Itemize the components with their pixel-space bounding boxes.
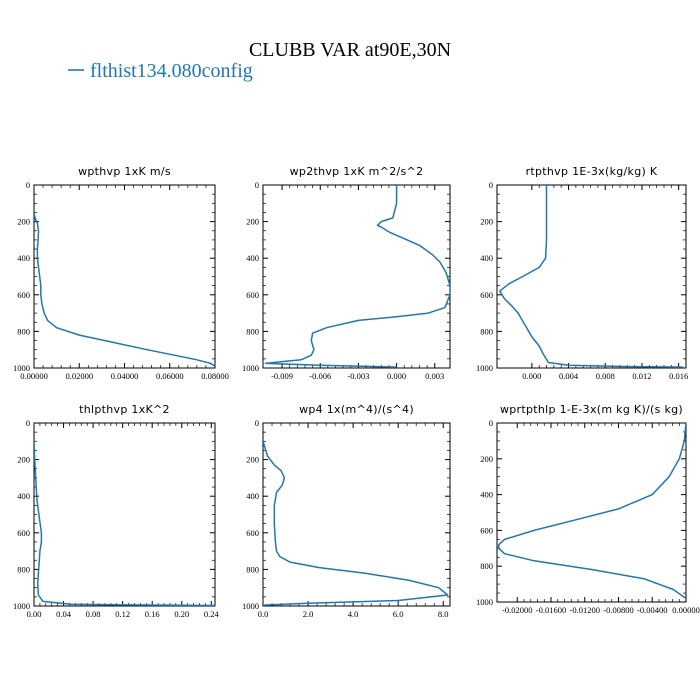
plot-frame (33, 184, 216, 369)
plot-frame (496, 422, 687, 603)
y-tick-label: 1000 (476, 363, 493, 373)
x-tick-label: 0.24 (204, 609, 220, 619)
y-tick-label: 800 (480, 561, 493, 571)
panel-title: wp2thvp 1xK m^2/s^2 (290, 165, 424, 178)
y-tick-label: 0 (255, 418, 259, 428)
plot-frame (496, 184, 687, 369)
x-tick-label: 0.008 (596, 371, 615, 381)
x-tick-label: -0.009 (271, 371, 293, 381)
x-tick-label: -0.00400 (637, 605, 667, 615)
x-tick-label: -0.01200 (570, 605, 600, 615)
y-tick-label: 0 (255, 180, 259, 190)
x-tick-label: 0.16 (145, 609, 160, 619)
panel-4: thlpthvp 1xK^2 0.00 0.04 0.08 0.12 0.16 0.20 0.… (13, 403, 219, 619)
series-line (264, 185, 450, 368)
y-tick-label: 200 (480, 454, 493, 464)
plot-frame (262, 422, 451, 607)
y-tick-label: 0 (26, 180, 30, 190)
y-tick-label: 800 (246, 564, 259, 574)
y-tick-label: 1000 (242, 601, 259, 611)
panels: wpthvp 1xK m/s0.00000 0.02000 0.04000 0.060… (13, 165, 700, 619)
y-tick-label: 400 (480, 490, 493, 500)
y-tick-label: 1000 (242, 363, 259, 373)
series-line (34, 441, 215, 606)
panel-title: rtpthvp 1E-3x(kg/kg) K (526, 165, 658, 178)
x-tick-label: 0.06000 (156, 371, 184, 381)
panel-title: wp4 1x(m^4)/(s^4) (299, 403, 414, 416)
x-tick-label: 0.000 (522, 371, 541, 381)
series-line (34, 212, 215, 367)
y-tick-label: 200 (246, 455, 259, 465)
y-tick-label: 400 (17, 491, 30, 501)
y-tick-label: 400 (480, 253, 493, 263)
x-tick-label: 0.08 (86, 609, 101, 619)
x-tick-label: 0.003 (425, 371, 444, 381)
x-tick-label: 4.0 (348, 609, 359, 619)
x-tick-label: 0.20 (174, 609, 189, 619)
y-tick-label: 400 (246, 253, 259, 263)
plot-frame (33, 422, 216, 607)
x-tick-label: 6.0 (393, 609, 404, 619)
y-tick-label: 200 (480, 217, 493, 227)
y-tick-label: 0 (489, 180, 493, 190)
y-tick-label: 1000 (476, 597, 493, 607)
series-line (497, 423, 686, 600)
plot-frame (262, 184, 451, 369)
panel-title: thlpthvp 1xK^2 (79, 403, 170, 416)
y-tick-label: 800 (17, 326, 30, 336)
panel-1: wpthvp 1xK m/s 0.00000 0.02000 0.04000 0.060… (13, 165, 229, 381)
panel-2: wp2thvp 1xK m^2/s^2 -0.009 -0.006 -0.003 0.0… (242, 165, 451, 381)
x-tick-label: 0.12 (115, 609, 130, 619)
y-tick-label: 200 (17, 217, 30, 227)
x-tick-label: 0.04000 (111, 371, 139, 381)
y-tick-label: 600 (246, 290, 259, 300)
y-tick-label: 1000 (13, 363, 30, 373)
x-tick-label: 0.00000 (20, 371, 48, 381)
x-tick-label: 0.004 (559, 371, 579, 381)
y-tick-label: 1000 (13, 601, 30, 611)
x-tick-label: 0.0 (258, 609, 269, 619)
y-tick-label: 800 (246, 326, 259, 336)
legend: flthist134.080config (68, 60, 253, 82)
panel-3: rtpthvp 1E-3x(kg/kg) K 0.000 0.004 0.008 0.0… (476, 165, 688, 381)
y-tick-label: 200 (17, 455, 30, 465)
x-tick-label: 8.0 (438, 609, 449, 619)
x-tick-label: -0.006 (309, 371, 331, 381)
y-tick-label: 600 (246, 528, 259, 538)
y-tick-label: 600 (17, 290, 30, 300)
x-tick-label: 2.0 (303, 609, 314, 619)
y-tick-label: 600 (480, 290, 493, 300)
y-tick-label: 200 (246, 217, 259, 227)
panel-title: wpthvp 1xK m/s (78, 165, 171, 178)
x-tick-label: 0.00000 (672, 605, 700, 615)
x-tick-label: 0.02000 (65, 371, 93, 381)
y-tick-label: 0 (489, 418, 493, 428)
x-tick-label: -0.02000 (502, 605, 532, 615)
x-tick-label: -0.003 (347, 371, 369, 381)
series-line (499, 185, 684, 368)
y-tick-label: 400 (17, 253, 30, 263)
x-tick-label: -0.01600 (536, 605, 566, 615)
x-tick-label: 0.012 (632, 371, 651, 381)
panel-6: wprtpthlp 1-E-3x(m kg K)/(s kg)-0.02000-… (476, 403, 700, 615)
x-tick-label: 0.04 (56, 609, 72, 619)
x-tick-label: 0.016 (669, 371, 688, 381)
figure-title: CLUBB VAR at90E,30N (249, 39, 451, 61)
x-tick-label: 0.08000 (201, 371, 229, 381)
y-tick-label: 0 (26, 418, 30, 428)
panel-5: wp4 1x(m^4)/(s^4) 0.0 2.0 4.0 6.0 8.0 0 200 400 6… (242, 403, 451, 619)
x-tick-label: 0.000 (387, 371, 406, 381)
y-tick-label: 600 (480, 525, 493, 535)
series-line (263, 441, 449, 606)
x-tick-label: 0.00 (27, 609, 42, 619)
x-tick-label: -0.00800 (603, 605, 633, 615)
y-tick-label: 600 (17, 528, 30, 538)
y-tick-label: 800 (480, 326, 493, 336)
y-tick-label: 800 (17, 564, 30, 574)
legend-label: flthist134.080config (90, 60, 253, 82)
y-tick-label: 400 (246, 491, 259, 501)
panel-title: wprtpthlp 1-E-3x(m kg K)/(s kg) (500, 403, 683, 416)
